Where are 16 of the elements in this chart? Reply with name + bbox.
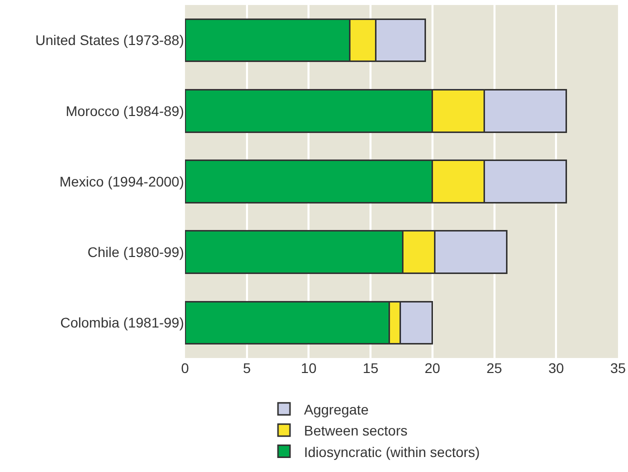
legend-label: Aggregate (304, 401, 369, 418)
x-tick-label: 15 (362, 360, 379, 376)
x-tick-label: 30 (548, 360, 564, 376)
x-tick-label: 25 (486, 360, 502, 376)
legend-label: Idiosyncratic (within sectors) (304, 444, 480, 460)
legend-label: Between sectors (304, 422, 408, 439)
x-tick-label: 10 (300, 360, 317, 376)
x-tick-label: 0 (181, 360, 190, 376)
x-tick-label: 35 (610, 360, 626, 376)
y-tick-label: Morocco (1984-89) (66, 102, 184, 119)
y-tick-label: Chile (1980-99) (88, 244, 184, 260)
y-tick-label: Mexico (1994-2000) (59, 173, 184, 190)
x-tick-label: 20 (424, 360, 440, 376)
x-tick-label: 5 (242, 360, 251, 376)
y-tick-label: Colombia (1981-99) (60, 314, 184, 331)
y-tick-label: United States (1973-88) (35, 32, 184, 48)
